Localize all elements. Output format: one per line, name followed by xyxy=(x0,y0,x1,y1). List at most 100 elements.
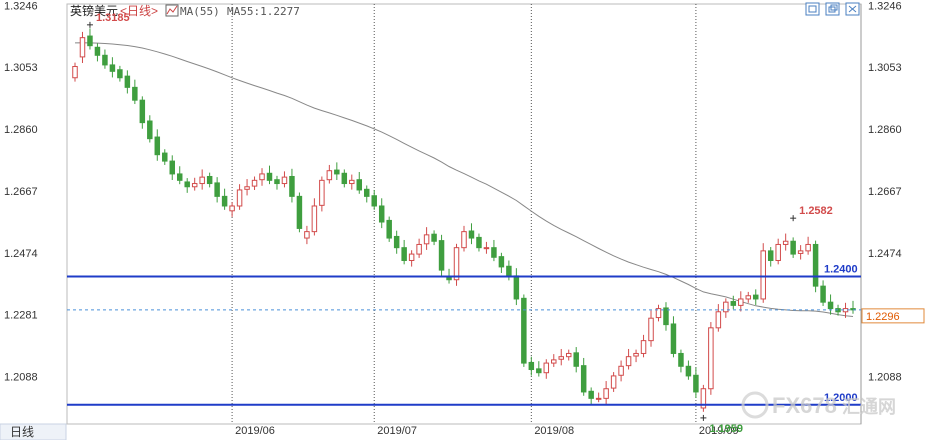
candle-body-38 xyxy=(356,179,363,191)
candle-body-21 xyxy=(229,205,235,212)
candle-body-12 xyxy=(162,152,168,162)
x-tick-2: 2019/08 xyxy=(534,425,574,437)
candle-body-71 xyxy=(603,388,609,399)
candle-body-43 xyxy=(393,235,400,249)
candle-body-70 xyxy=(595,397,602,400)
y-tick-right-4: 1.2474 xyxy=(868,248,902,260)
candle-body-85 xyxy=(708,327,714,390)
candle-body-59 xyxy=(513,275,520,300)
candle-body-18 xyxy=(206,175,213,185)
candle-body-16 xyxy=(191,183,198,188)
ma-icon[interactable] xyxy=(165,4,179,17)
candle-body-33 xyxy=(319,179,325,206)
candle-body-87 xyxy=(723,301,729,313)
candle-body-6 xyxy=(117,69,123,79)
y-tick-left-4: 1.2474 xyxy=(4,248,38,260)
support-label-1: 1.2000 xyxy=(824,392,858,404)
candle-body-11 xyxy=(154,136,161,156)
y-tick-right-6: 1.2088 xyxy=(868,372,902,384)
candle-body-51 xyxy=(453,247,460,281)
period-tab-bg xyxy=(0,423,67,440)
candle-body-32 xyxy=(311,205,318,233)
ma55-path xyxy=(74,42,854,317)
candle-body-46 xyxy=(416,243,422,255)
candle-body-34 xyxy=(326,170,333,181)
candle-body-9 xyxy=(139,99,146,124)
candle-body-101 xyxy=(827,301,834,310)
restore-icon[interactable] xyxy=(825,2,840,16)
candle-body-52 xyxy=(461,231,467,249)
candle-body-41 xyxy=(378,205,385,223)
ma55-line xyxy=(74,42,854,317)
candle-body-83 xyxy=(693,374,699,393)
candle-body-23 xyxy=(244,186,250,190)
y-tick-left-5: 1.2281 xyxy=(4,310,38,322)
candle-body-91 xyxy=(753,294,759,300)
candle-body-13 xyxy=(169,160,175,175)
y-tick-left-0: 1.3246 xyxy=(4,0,38,12)
candle-body-92 xyxy=(760,250,766,300)
y-tick-left-3: 1.2667 xyxy=(4,186,38,198)
candle-body-29 xyxy=(289,175,295,197)
period-tab[interactable]: 日线 xyxy=(10,425,34,439)
period-label[interactable]: <日线> xyxy=(120,4,158,18)
y-tick-right-1: 1.3053 xyxy=(868,62,902,74)
candle-body-44 xyxy=(401,247,407,261)
candle-body-49 xyxy=(438,240,445,271)
candle-body-76 xyxy=(640,340,647,354)
candle-body-96 xyxy=(790,240,796,255)
candle-body-72 xyxy=(610,375,617,389)
candle-body-65 xyxy=(558,356,564,360)
candle-body-84 xyxy=(700,388,707,409)
ann-label-0: 1.3185 xyxy=(96,12,130,24)
candle-body-66 xyxy=(565,352,572,358)
y-tick-right-0: 1.3246 xyxy=(868,0,902,12)
plot-area xyxy=(66,3,862,425)
candle-body-77 xyxy=(648,317,654,342)
candle-body-79 xyxy=(663,307,669,326)
svg-text:汇通网: 汇通网 xyxy=(842,397,896,417)
candle-body-45 xyxy=(408,253,415,261)
candle-body-22 xyxy=(236,189,243,207)
candle-body-95 xyxy=(782,240,789,245)
candle-body-31 xyxy=(304,231,310,239)
candle-body-56 xyxy=(491,247,497,258)
y-tick-left-2: 1.2860 xyxy=(4,124,38,136)
candle-body-98 xyxy=(805,243,811,252)
candle-body-0 xyxy=(72,66,78,79)
candle-body-4 xyxy=(102,54,108,66)
candle-body-97 xyxy=(797,250,804,254)
horizontal-lines: 1.2400 1.2000 1.2296 xyxy=(67,264,925,406)
ann-label-2: 1.1959 xyxy=(709,423,743,435)
candle-body-63 xyxy=(543,362,550,374)
candle-body-67 xyxy=(573,352,579,367)
svg-text:FX678: FX678 xyxy=(772,393,837,418)
candle-body-58 xyxy=(506,265,512,278)
candle-body-54 xyxy=(476,236,482,249)
y-tick-left-6: 1.2088 xyxy=(4,372,38,384)
candle-body-68 xyxy=(580,365,587,393)
ma-value: MA55:1.2277 xyxy=(227,5,300,18)
candle-body-61 xyxy=(528,361,535,370)
candle-body-81 xyxy=(678,352,684,367)
candle-body-88 xyxy=(730,301,737,306)
candle-body-1 xyxy=(79,37,86,58)
candle-body-26 xyxy=(266,172,273,181)
candle-body-3 xyxy=(94,46,101,56)
current-price-box xyxy=(861,308,925,324)
candle-body-20 xyxy=(221,195,228,207)
close-icon[interactable] xyxy=(845,2,860,16)
candle-body-36 xyxy=(341,172,348,185)
candle-body-89 xyxy=(738,298,744,306)
candle-body-14 xyxy=(176,173,183,181)
candle-body-15 xyxy=(184,181,190,188)
candle-body-73 xyxy=(618,365,624,376)
y-tick-right-3: 1.2667 xyxy=(868,186,902,198)
x-tick-1: 2019/07 xyxy=(377,425,417,437)
candle-body-62 xyxy=(536,368,542,374)
ann-label-1: 1.2582 xyxy=(799,205,833,217)
candle-body-42 xyxy=(386,219,392,239)
candle-body-5 xyxy=(109,64,116,72)
settings-icon[interactable] xyxy=(805,2,820,16)
candle-body-64 xyxy=(551,359,557,364)
